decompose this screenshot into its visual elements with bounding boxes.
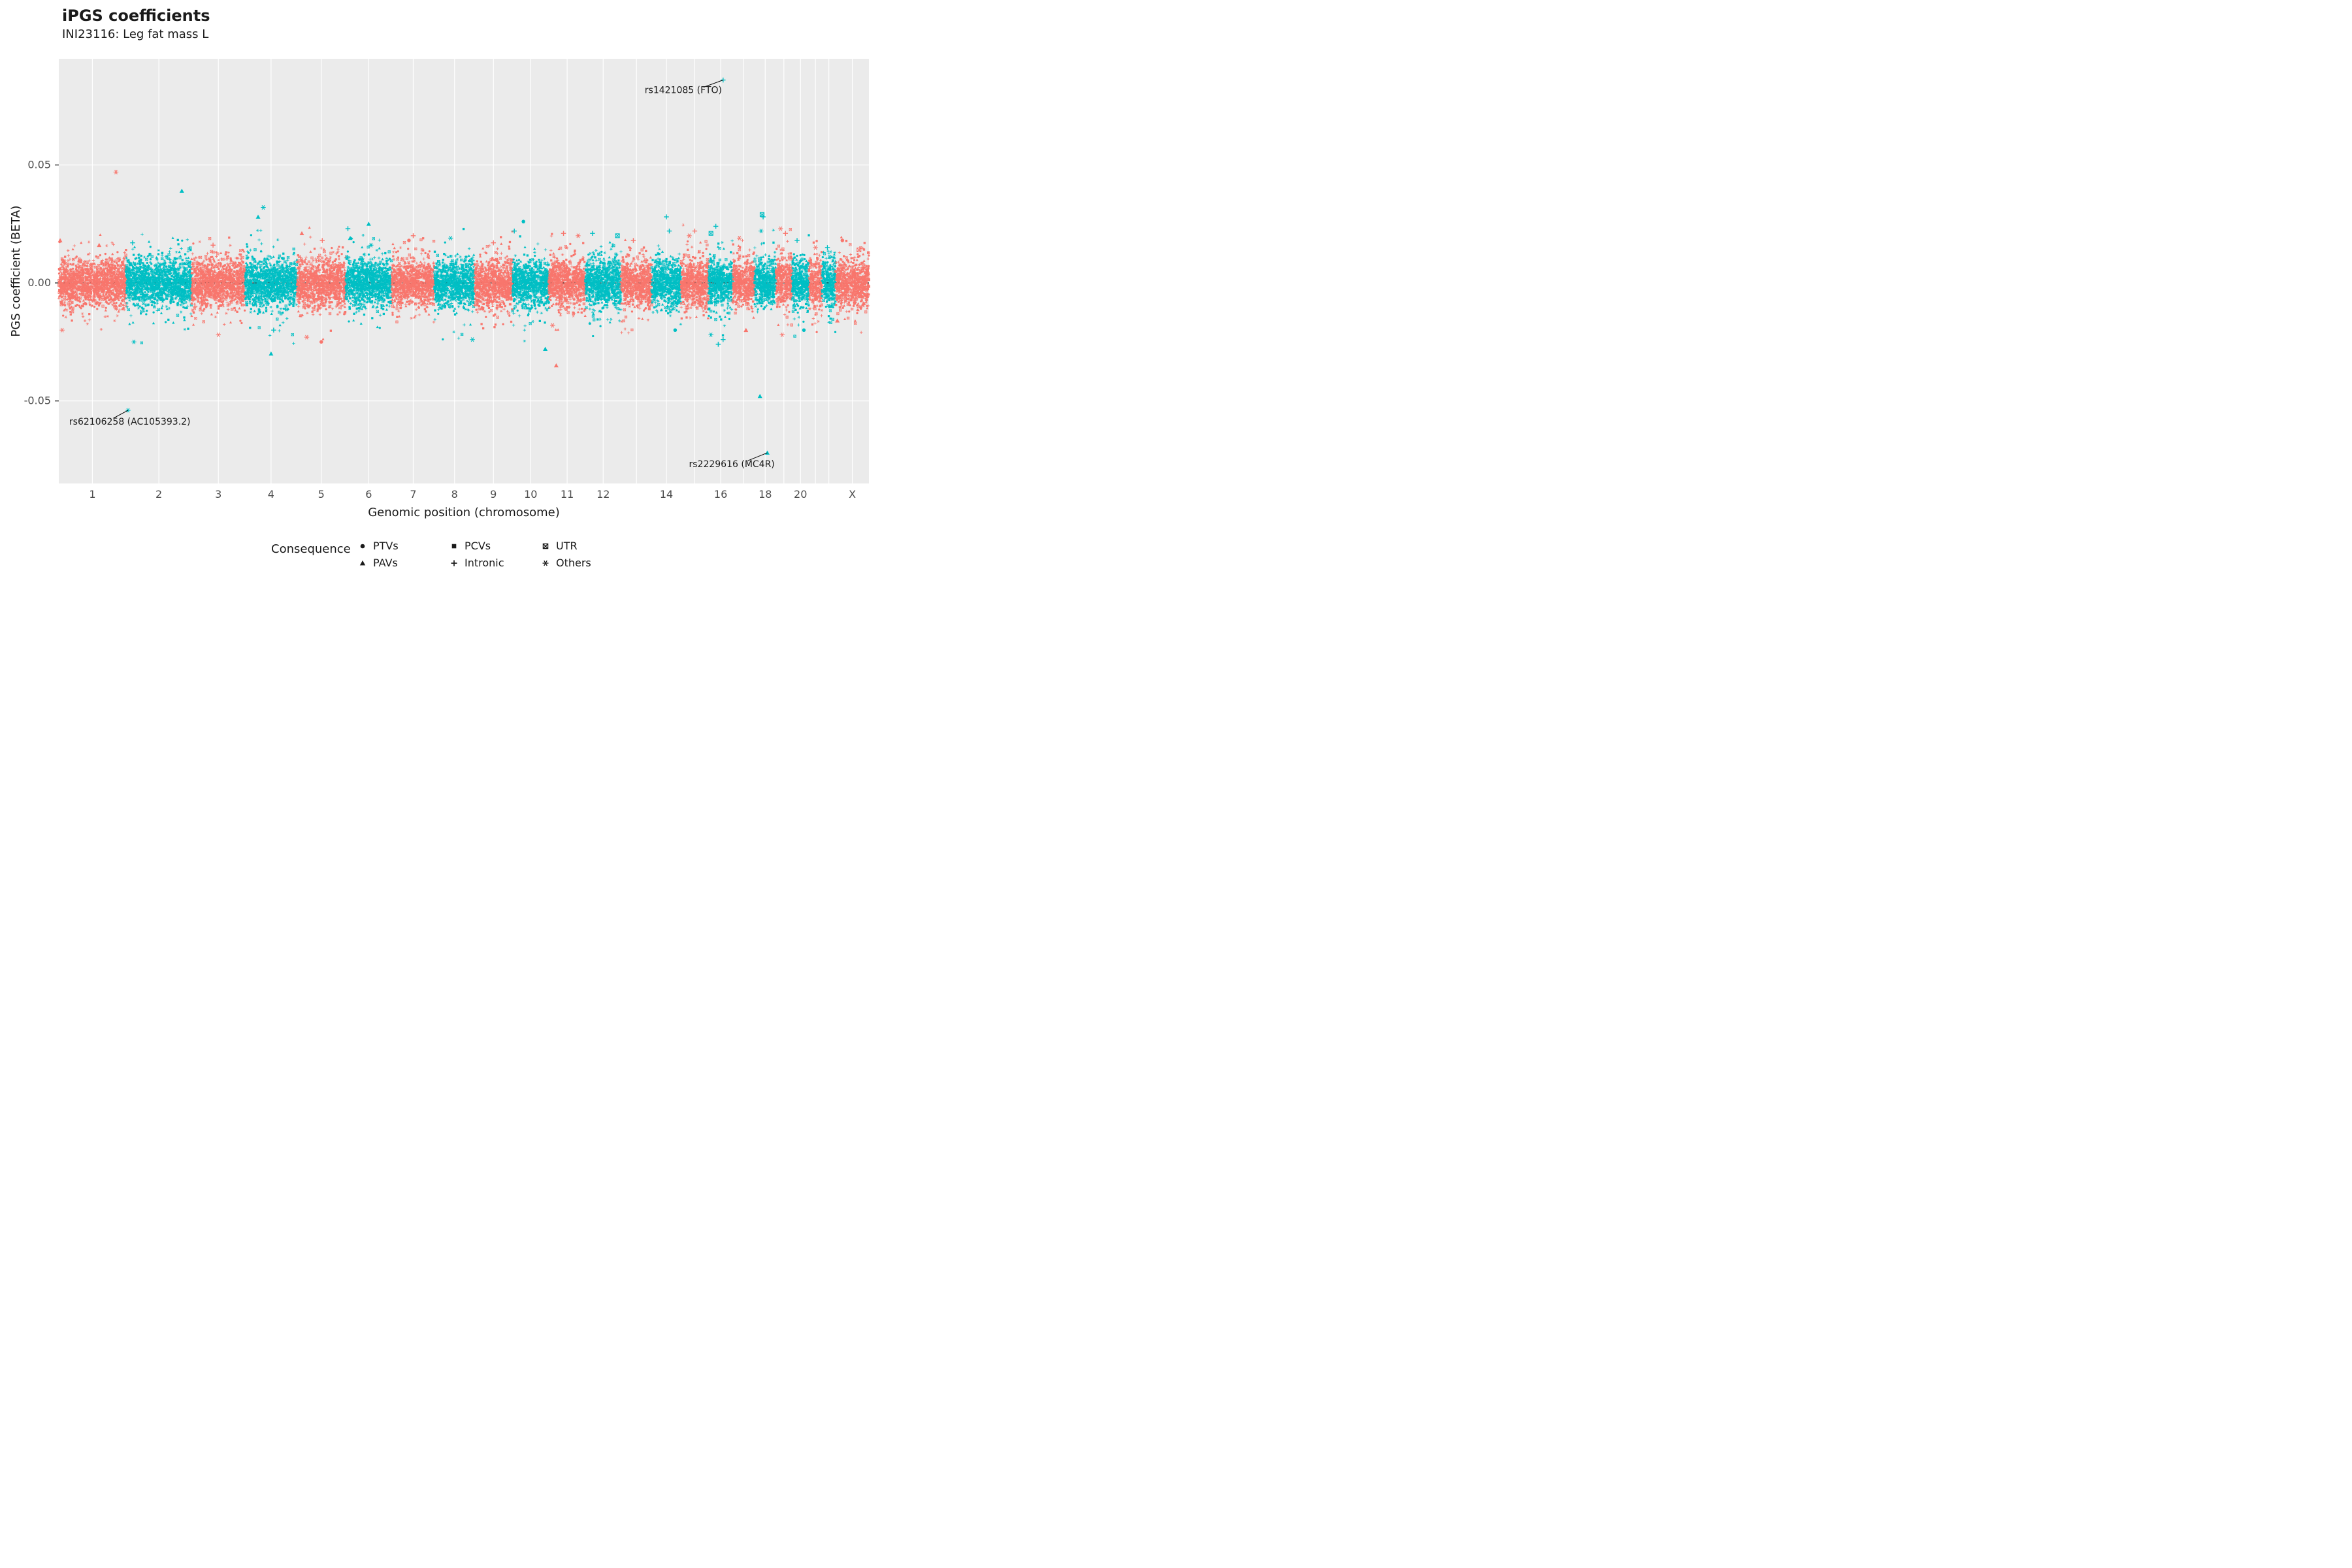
legend-item-label: PTVs [373,540,399,552]
svg-text:9: 9 [490,488,497,500]
svg-text:4: 4 [268,488,274,500]
svg-text:1: 1 [89,488,95,500]
svg-text:12: 12 [596,488,610,500]
legend: Consequence PTVs PCVs UTR PAVs Intronic Others [271,540,591,569]
svg-text:8: 8 [451,488,458,500]
svg-text:0.05: 0.05 [27,159,51,171]
svg-text:10: 10 [524,488,537,500]
svg-text:5: 5 [318,488,325,500]
svg-text:3: 3 [215,488,221,500]
legend-item-label: PAVs [373,557,398,569]
legend-item-label: UTR [556,540,578,552]
legend-item-label: Others [556,557,591,569]
svg-text:X: X [849,488,856,500]
svg-text:20: 20 [794,488,807,500]
svg-text:7: 7 [410,488,416,500]
x-axis-title: Genomic position (chromosome) [368,506,560,519]
svg-text:0.00: 0.00 [27,276,51,289]
chart-title: iPGS coefficients [62,7,210,25]
chart-root: iPGS coefficients INI23116: Leg fat mass … [0,0,882,588]
svg-text:14: 14 [660,488,673,500]
legend-item-label: Intronic [465,557,504,569]
legend-title: Consequence [271,542,351,556]
chart-svg: iPGS coefficients INI23116: Leg fat mass … [0,0,882,588]
plot-panel: -0.050.000.0512345678910111214161820Xrs1… [24,59,870,500]
legend-item-label: PCVs [465,540,491,552]
svg-text:2: 2 [155,488,162,500]
svg-text:16: 16 [714,488,727,500]
y-axis-title: PGS coefficient (BETA) [9,205,23,336]
svg-text:18: 18 [759,488,772,500]
svg-text:6: 6 [365,488,372,500]
svg-text:-0.05: -0.05 [24,395,51,407]
svg-text:11: 11 [561,488,574,500]
chart-subtitle: INI23116: Leg fat mass L [62,27,208,41]
